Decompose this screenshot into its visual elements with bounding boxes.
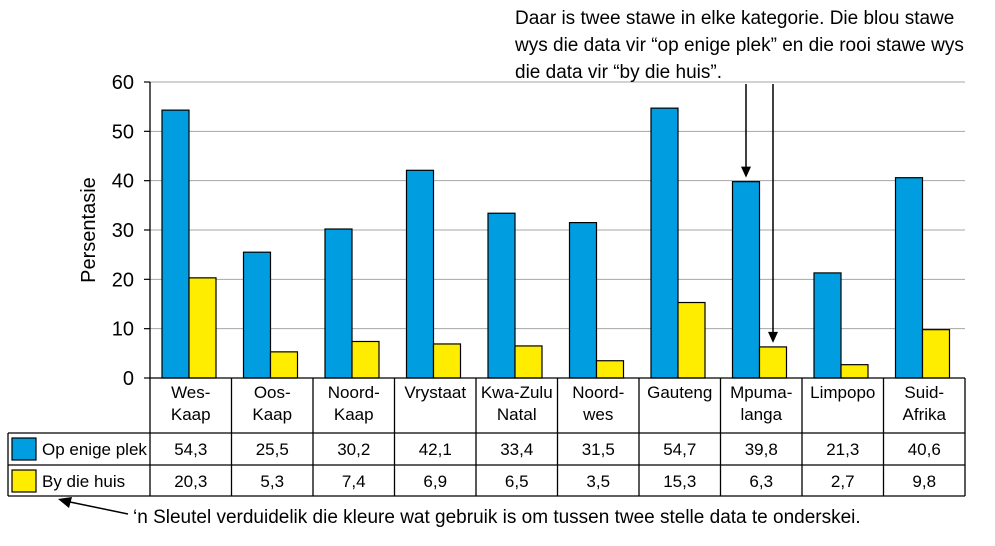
data-label: 15,3: [663, 472, 696, 491]
y-tick-label: 50: [112, 121, 134, 143]
data-label: 31,5: [582, 440, 615, 459]
pointer-arrow-head: [741, 166, 751, 178]
bar-op-enige-plek: [242, 251, 272, 379]
data-label: 54,7: [663, 440, 696, 459]
y-tick-label: 40: [112, 171, 134, 193]
key-arrow-head: [58, 497, 72, 508]
bar-op-enige-plek: [324, 228, 353, 379]
y-tick-label: 0: [123, 368, 134, 390]
bar-by-die-huis: [758, 346, 788, 379]
x-tick-label: Suid-: [904, 383, 944, 402]
data-label: 25,5: [256, 440, 289, 459]
bar-by-die-huis: [351, 340, 380, 379]
data-label: 30,2: [337, 440, 370, 459]
data-label: 33,4: [500, 440, 533, 459]
data-label: 6,3: [749, 472, 773, 491]
x-tick-label: Kwa-Zulu: [481, 383, 553, 402]
key-arrow-line: [69, 501, 129, 515]
bar-op-enige-plek: [731, 181, 761, 379]
data-label: 20,3: [174, 472, 207, 491]
x-tick-label: Kaap: [252, 405, 292, 424]
data-label: 5,3: [260, 472, 284, 491]
legend-swatch: [11, 469, 37, 493]
x-tick-label: Gauteng: [647, 383, 712, 402]
bar-by-die-huis: [840, 364, 869, 379]
y-tick-label: 60: [112, 72, 134, 94]
bar-by-die-huis: [677, 301, 706, 379]
x-tick-label: Wes-: [171, 383, 210, 402]
legend-swatch: [11, 437, 37, 461]
x-tick-label: Kaap: [334, 405, 374, 424]
data-label: 6,5: [505, 472, 529, 491]
data-label: 54,3: [174, 440, 207, 459]
legend-label: By die huis: [42, 472, 125, 491]
data-label: 7,4: [342, 472, 366, 491]
data-label: 9,8: [912, 472, 936, 491]
data-label: 21,3: [826, 440, 859, 459]
bar-op-enige-plek: [813, 272, 842, 379]
y-tick-label: 30: [112, 220, 134, 242]
x-tick-label: Noord-: [572, 383, 624, 402]
data-label: 39,8: [745, 440, 778, 459]
x-tick-label: Afrika: [903, 405, 947, 424]
data-label: 40,6: [908, 440, 941, 459]
bar-by-die-huis: [432, 343, 462, 379]
bar-op-enige-plek: [568, 222, 598, 379]
bar-op-enige-plek: [405, 169, 435, 379]
x-tick-label: Vrystaat: [404, 383, 466, 402]
x-tick-label: wes: [582, 405, 613, 424]
x-tick-label: Oos-: [254, 383, 291, 402]
data-label: 42,1: [419, 440, 452, 459]
bar-op-enige-plek: [894, 177, 924, 379]
x-tick-label: Kaap: [171, 405, 211, 424]
bar-by-die-huis: [921, 329, 951, 379]
pointer-arrow-head: [768, 331, 778, 343]
y-tick-label: 20: [112, 269, 134, 291]
bar-by-die-huis: [269, 351, 299, 379]
data-label: 3,5: [586, 472, 610, 491]
x-tick-label: Natal: [497, 405, 537, 424]
y-tick-label: 10: [112, 319, 134, 341]
bar-op-enige-plek: [487, 212, 516, 379]
data-label: 2,7: [831, 472, 855, 491]
bar-by-die-huis: [514, 345, 543, 379]
top-annotation: Daar is twee stawe in elke kategorie. Di…: [515, 8, 964, 83]
bar-op-enige-plek: [161, 109, 190, 379]
data-label: 6,9: [423, 472, 447, 491]
x-tick-label: Noord-: [328, 383, 380, 402]
bar-by-die-huis: [595, 360, 625, 379]
bottom-annotation: ‘n Sleutel verduidelik die kleure wat ge…: [133, 507, 861, 528]
x-tick-label: Mpuma-: [730, 383, 792, 402]
legend-label: Op enige plek: [42, 440, 147, 459]
bar-op-enige-plek: [650, 107, 679, 379]
bar-by-die-huis: [188, 277, 217, 379]
x-tick-label: langa: [740, 405, 782, 424]
y-axis-label: Persentasie: [78, 177, 100, 283]
x-tick-label: Limpopo: [810, 383, 875, 402]
